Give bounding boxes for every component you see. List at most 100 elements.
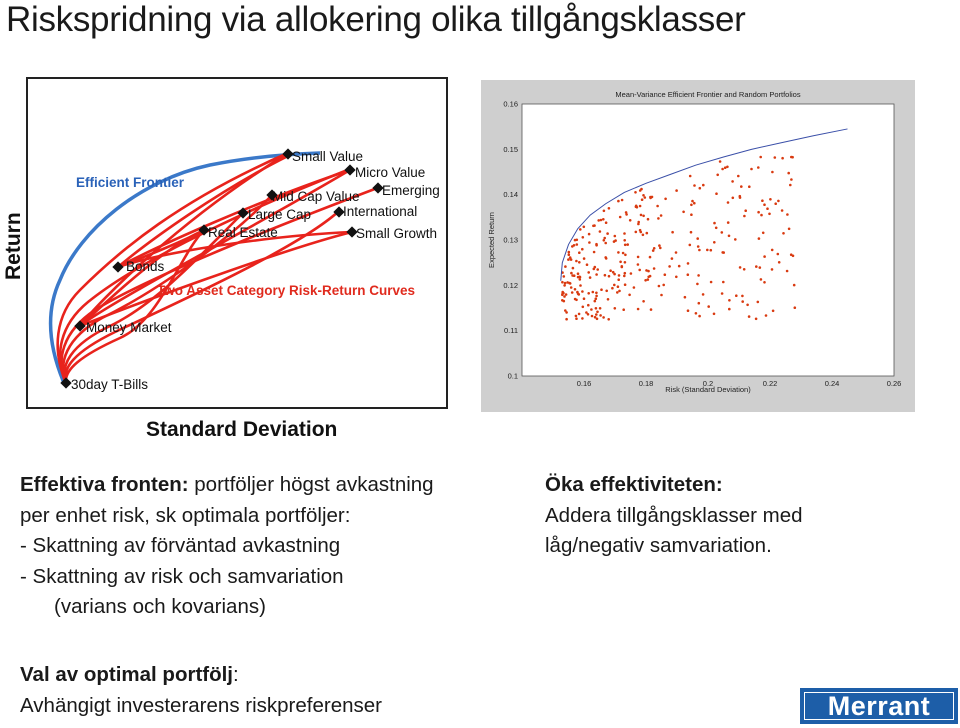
portfolio-point (623, 271, 627, 275)
portfolio-point (696, 282, 699, 286)
portfolio-point (592, 250, 596, 254)
portfolio-point (582, 225, 586, 229)
portfolio-point (706, 248, 709, 252)
portfolio-point (572, 244, 576, 247)
portfolio-point (614, 239, 617, 242)
two-asset-curve (61, 194, 273, 384)
portfolio-point (688, 243, 692, 247)
portfolio-point (623, 232, 626, 235)
logo-text: Merrant (827, 690, 931, 721)
portfolio-point (617, 199, 620, 203)
right-chart-ylabel: Expected Return (487, 212, 496, 268)
portfolio-point (742, 268, 746, 271)
two-asset-curve (117, 228, 205, 269)
portfolio-point (565, 311, 568, 314)
portfolio-point (637, 220, 640, 224)
portfolio-point (625, 213, 628, 216)
portfolio-point (660, 293, 663, 297)
portfolio-point (693, 184, 696, 187)
portfolio-point (782, 232, 785, 235)
portfolio-point (675, 275, 678, 279)
portfolio-point (585, 263, 589, 266)
portfolio-point (768, 212, 771, 216)
portfolio-point (770, 248, 774, 252)
portfolio-point (735, 294, 738, 297)
two-asset-curve (60, 185, 381, 384)
portfolio-point (585, 311, 588, 314)
portfolio-point (756, 300, 760, 304)
portfolio-point (690, 213, 693, 216)
portfolio-point (682, 210, 685, 214)
portfolio-point (651, 249, 655, 252)
portfolio-point (640, 198, 644, 201)
portfolio-point (607, 274, 611, 278)
portfolio-point (691, 199, 694, 203)
portfolio-point (714, 226, 718, 230)
portfolio-point (623, 261, 627, 264)
two-asset-curve (79, 168, 351, 328)
portfolio-point (696, 237, 699, 240)
portfolio-point (570, 291, 574, 294)
portfolio-point (777, 199, 780, 203)
portfolio-point (757, 166, 760, 169)
portfolio-point (743, 214, 746, 218)
portfolio-point (576, 275, 580, 279)
portfolio-point (568, 281, 571, 285)
portfolio-point (620, 198, 624, 202)
portfolio-point (564, 309, 567, 312)
portfolio-point (628, 293, 631, 297)
portfolio-point (686, 309, 690, 312)
portfolio-point (647, 269, 650, 273)
portfolio-point (636, 263, 640, 266)
portfolio-point (648, 255, 652, 259)
portfolio-point (755, 265, 758, 268)
y-tick-label: 0.16 (503, 100, 518, 109)
portfolio-point (563, 281, 567, 285)
portfolio-point (604, 257, 608, 260)
portfolio-point (587, 303, 590, 307)
portfolio-point (644, 279, 647, 282)
portfolio-point (761, 231, 765, 235)
portfolio-point (663, 273, 667, 276)
portfolio-point (646, 217, 650, 221)
portfolio-point (747, 315, 751, 318)
portfolio-point (668, 265, 671, 268)
efficient-frontier-heading: Effektiva fronten: (20, 473, 189, 496)
portfolio-point (578, 251, 581, 254)
portfolio-point (662, 283, 665, 287)
random-portfolios (561, 155, 797, 321)
portfolio-point (645, 269, 648, 272)
portfolio-point (702, 183, 705, 187)
portfolio-point (626, 243, 629, 246)
x-tick-label: 0.24 (825, 379, 840, 388)
portfolio-point (723, 166, 727, 169)
portfolio-point (561, 280, 564, 284)
portfolio-point (728, 299, 731, 302)
portfolio-point (597, 219, 600, 222)
portfolio-point (690, 203, 693, 207)
portfolio-point (757, 237, 761, 240)
portfolio-point (623, 274, 626, 278)
portfolio-point (670, 257, 674, 260)
portfolio-point (596, 268, 599, 271)
portfolio-point (634, 230, 638, 234)
two-asset-curve (117, 168, 351, 269)
portfolio-point (613, 307, 617, 310)
portfolio-point (728, 307, 731, 311)
portfolio-point (593, 315, 597, 319)
portfolio-point (758, 266, 762, 269)
portfolio-point (579, 284, 582, 287)
two-asset-curve (63, 212, 244, 384)
portfolio-point (686, 262, 690, 265)
portfolio-point (641, 233, 645, 237)
slide-title: Riskspridning via allokering olika tillg… (6, 0, 746, 39)
portfolio-point (613, 283, 616, 287)
portfolio-point (602, 239, 606, 242)
portfolio-point (790, 155, 793, 159)
portfolio-point (674, 251, 678, 254)
portfolio-point (792, 283, 796, 287)
x-tick-label: 0.26 (887, 379, 902, 388)
portfolio-point (616, 291, 619, 294)
portfolio-point (761, 199, 764, 202)
portfolio-point (564, 265, 567, 268)
